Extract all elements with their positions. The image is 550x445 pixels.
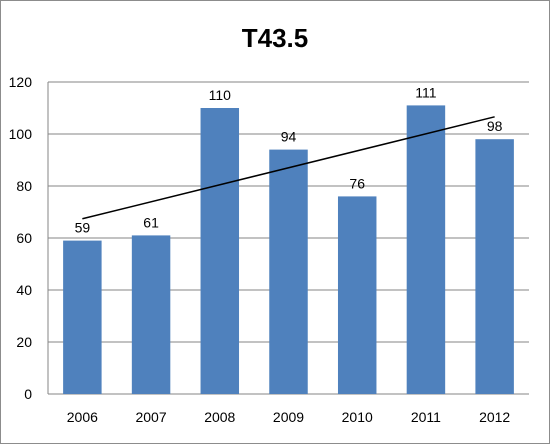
bar (269, 149, 308, 394)
x-tick-label: 2009 (273, 409, 304, 425)
bars (63, 105, 514, 395)
y-tick-label: 120 (9, 74, 33, 90)
trendline-line (82, 116, 495, 220)
data-label: 110 (209, 87, 232, 103)
y-tick-label: 40 (16, 282, 32, 298)
x-tick-label: 2012 (479, 409, 510, 425)
x-tick-label: 2008 (204, 409, 235, 425)
x-tick-label: 2010 (342, 409, 373, 425)
y-tick-label: 20 (16, 334, 32, 350)
chart-title: T43.5 (242, 23, 309, 53)
data-label: 59 (75, 220, 91, 236)
bar (406, 105, 446, 395)
x-tick-label: 2007 (135, 409, 166, 425)
bar (131, 235, 171, 394)
data-label: 111 (415, 84, 436, 100)
y-tick-label: 60 (16, 230, 32, 246)
x-tick-label: 2006 (67, 409, 98, 425)
bar (337, 196, 377, 394)
data-label: 76 (349, 175, 365, 191)
y-tick-label: 80 (16, 178, 32, 194)
bar (475, 139, 514, 394)
y-tick-label: 100 (9, 126, 33, 142)
y-axis: 0 20 40 60 80 100 120 (9, 74, 33, 402)
data-label: 94 (281, 129, 297, 145)
trendline (82, 116, 495, 220)
data-label: 98 (487, 118, 503, 134)
data-labels: 59 61 110 94 76 111 98 (75, 84, 503, 235)
y-tick-label: 0 (24, 386, 32, 402)
bar (63, 240, 102, 394)
x-tick-label: 2011 (411, 409, 441, 425)
bar (200, 108, 240, 394)
x-axis: 2006 2007 2008 2009 2010 2011 2012 (67, 409, 511, 425)
data-label: 61 (143, 214, 159, 230)
